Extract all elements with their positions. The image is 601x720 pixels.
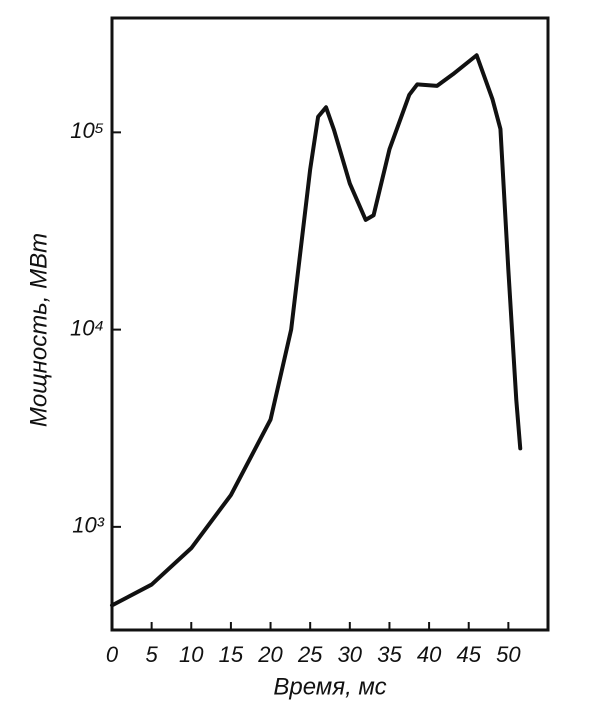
data-line	[110, 53, 523, 608]
x-tick-label: 30	[338, 642, 363, 667]
x-tick-label: 25	[297, 642, 323, 667]
x-tick-label: 45	[456, 642, 481, 667]
y-axis-title: Мощность, МВт	[25, 233, 52, 427]
y-tick-label: 10⁴	[70, 315, 104, 340]
x-tick-label: 35	[377, 642, 402, 667]
x-tick-label: 15	[219, 642, 244, 667]
x-tick-label: 10	[179, 642, 204, 667]
x-tick-label: 0	[106, 642, 119, 667]
x-tick-label: 20	[257, 642, 283, 667]
y-tick-label: 10³	[72, 513, 104, 538]
plot-frame	[110, 16, 550, 632]
y-tick-label: 10⁵	[70, 118, 104, 143]
x-tick-label: 40	[417, 642, 442, 667]
x-axis-title: Время, мс	[273, 673, 386, 700]
x-tick-label: 5	[146, 642, 159, 667]
x-tick-label: 50	[496, 642, 521, 667]
